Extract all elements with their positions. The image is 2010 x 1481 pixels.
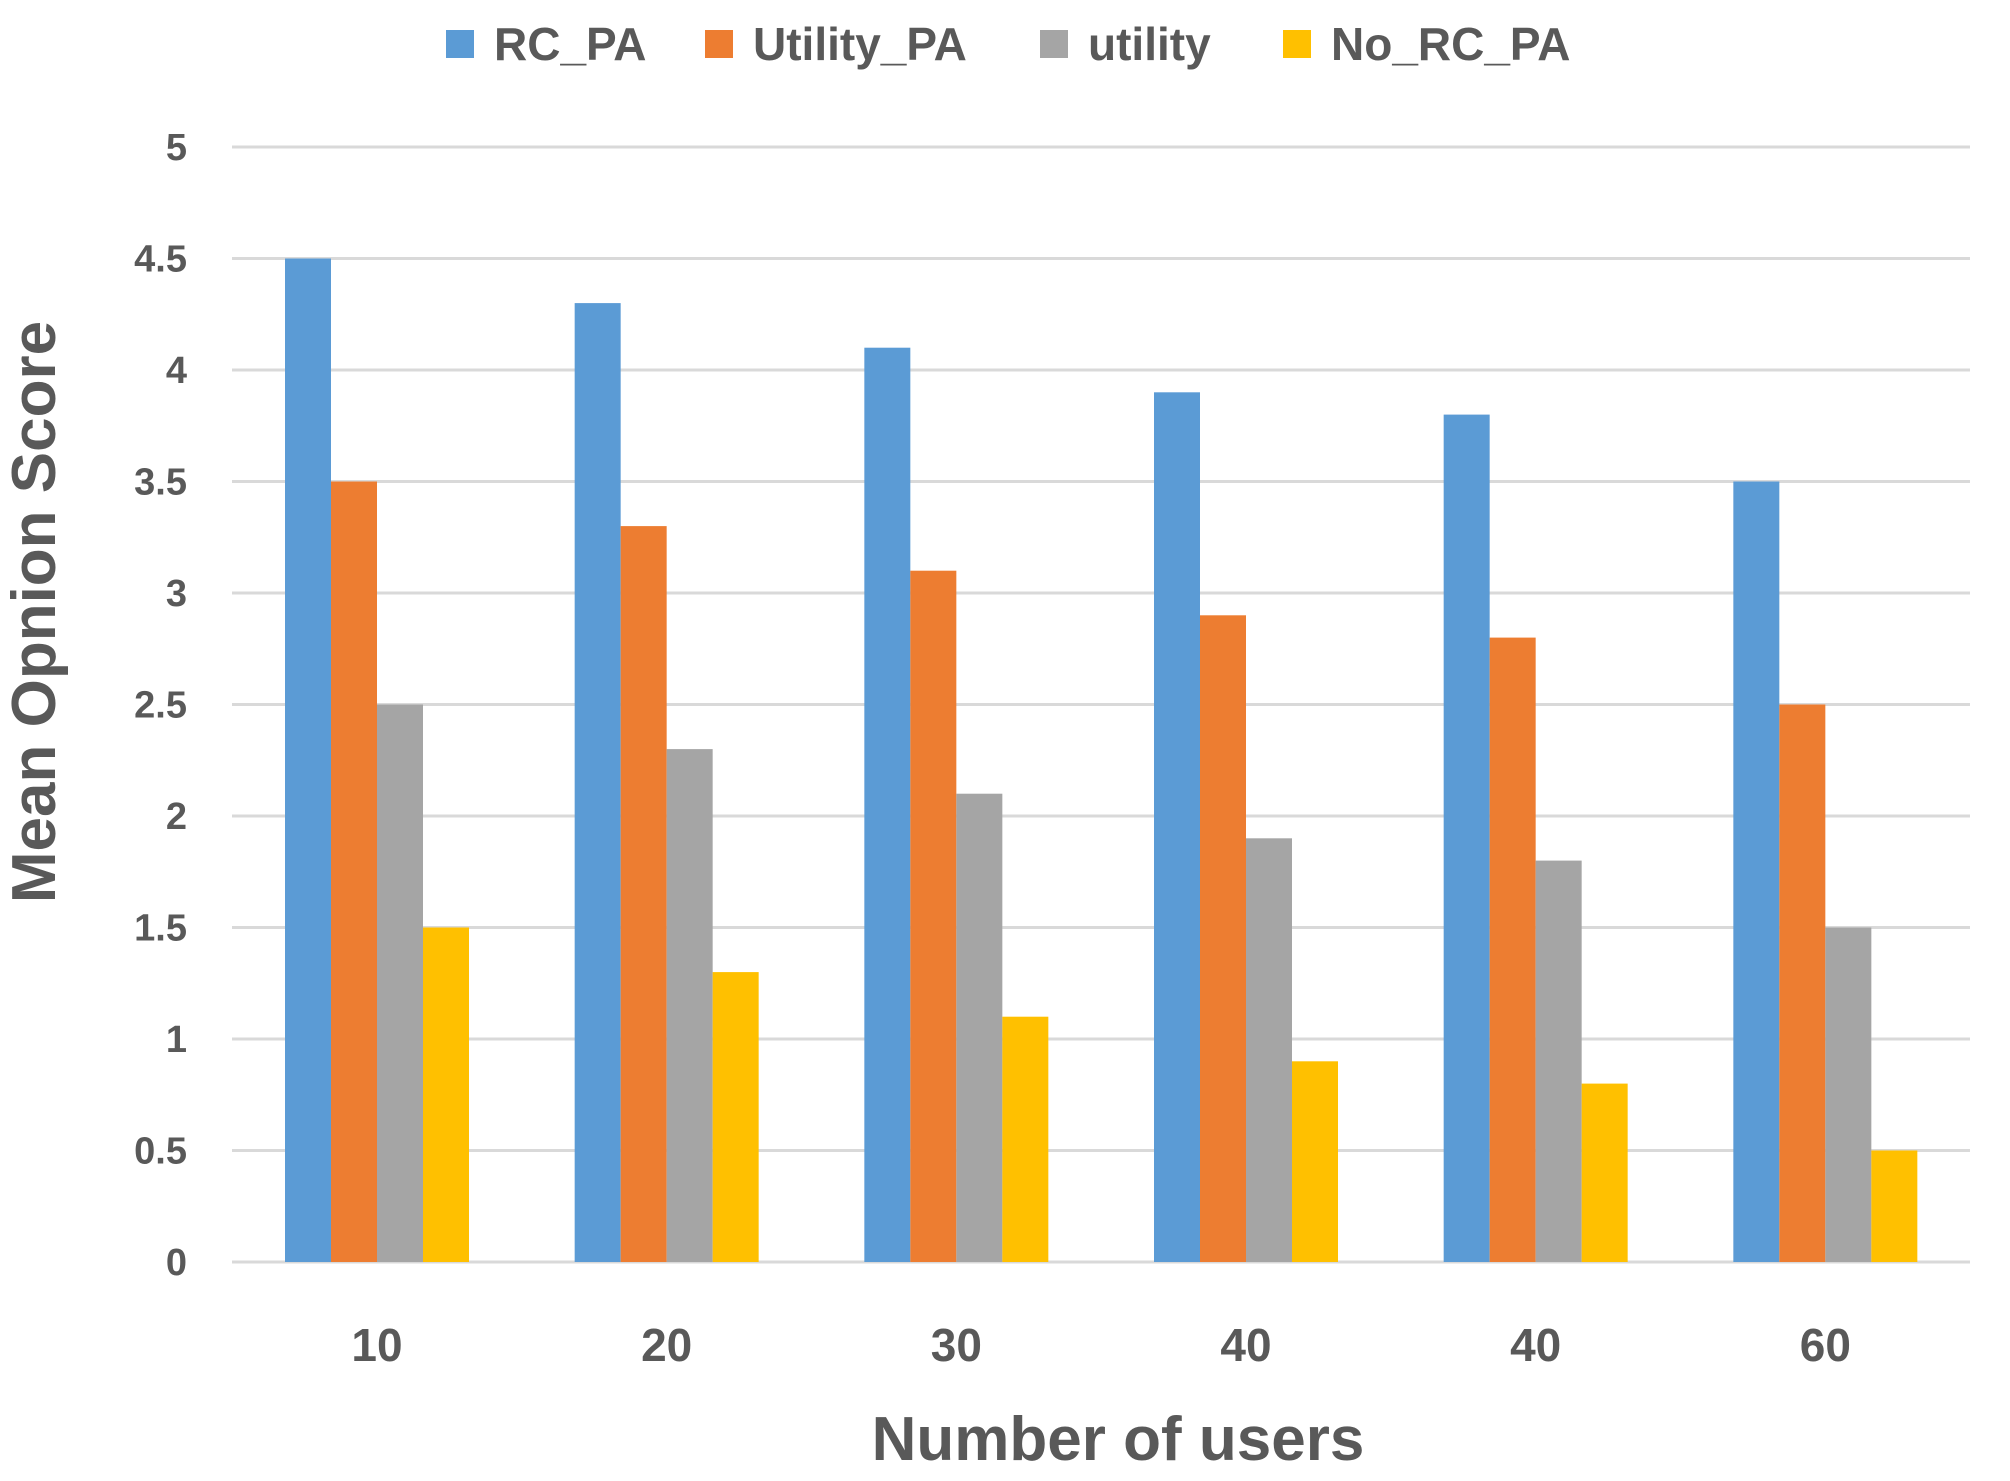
y-tick-label: 5 [166, 127, 187, 169]
bar-utility-pa-10 [331, 481, 377, 1262]
y-tick-label: 3 [166, 573, 187, 615]
legend-swatch-utility [1040, 30, 1068, 58]
x-tick-label: 10 [351, 1319, 402, 1371]
y-tick-label: 2.5 [134, 685, 187, 727]
legend-swatch-no-rc-pa [1283, 30, 1311, 58]
bar-utility-pa-20 [620, 526, 667, 1262]
y-tick-label: 2 [166, 796, 187, 838]
x-tick-label: 20 [641, 1319, 692, 1371]
x-tick-label: 30 [931, 1319, 982, 1371]
bar-utility-pa-60 [1779, 704, 1826, 1262]
y-tick-label: 1 [166, 1019, 187, 1061]
bar-utility-40 [1246, 838, 1292, 1262]
legend-label: RC_PA [494, 18, 647, 70]
bar-rc-pa-30 [864, 347, 911, 1262]
y-axis-title: Mean Opnion Score [0, 321, 69, 903]
x-tick-label: 40 [1220, 1319, 1271, 1371]
bars [285, 258, 1918, 1263]
bar-rc-pa-20 [574, 303, 621, 1263]
x-axis-title: Number of users [872, 1405, 1365, 1474]
y-tick-label: 4.5 [134, 239, 187, 281]
bar-no-rc-pa-40 [1292, 1061, 1338, 1262]
legend: RC_PA Utility_PA utility No_RC_PA [446, 18, 1570, 70]
bar-utility-pa-40 [1200, 615, 1246, 1262]
y-tick-label: 3.5 [134, 462, 187, 504]
x-tick-label: 40 [1510, 1319, 1561, 1371]
legend-swatch-utility-pa [705, 30, 733, 58]
bar-utility-60 [1825, 927, 1872, 1262]
y-tick-label: 1.5 [134, 908, 187, 950]
bar-utility-30 [956, 793, 1003, 1262]
bar-no-rc-pa-10 [423, 927, 469, 1262]
bar-rc-pa-40 [1443, 414, 1490, 1263]
gridlines [232, 145, 1970, 1264]
legend-swatch-rc-pa [446, 30, 474, 58]
bar-utility-10 [377, 704, 423, 1262]
x-axis-ticks: 10 20 30 40 40 60 [351, 1319, 1851, 1371]
bar-utility-pa-30 [910, 570, 957, 1262]
y-tick-label: 0.5 [134, 1131, 187, 1173]
bar-no-rc-pa-60 [1871, 1150, 1918, 1262]
bar-no-rc-pa-20 [712, 972, 759, 1262]
bar-utility-40 [1535, 860, 1582, 1262]
bar-utility-20 [666, 749, 713, 1262]
legend-label: Utility_PA [753, 18, 967, 70]
y-tick-label: 0 [166, 1242, 187, 1284]
y-tick-label: 4 [166, 350, 187, 392]
bar-rc-pa-40 [1154, 392, 1200, 1262]
x-tick-label: 60 [1800, 1319, 1851, 1371]
y-axis-ticks: 0 0.5 1 1.5 2 2.5 3 3.5 4 4.5 5 [134, 127, 187, 1284]
bar-rc-pa-60 [1733, 481, 1780, 1262]
bar-utility-pa-40 [1489, 637, 1536, 1262]
legend-label: No_RC_PA [1331, 18, 1570, 70]
legend-label: utility [1088, 18, 1211, 70]
bar-no-rc-pa-30 [1002, 1016, 1049, 1262]
bar-rc-pa-10 [285, 258, 331, 1262]
bar-no-rc-pa-40 [1581, 1083, 1628, 1262]
